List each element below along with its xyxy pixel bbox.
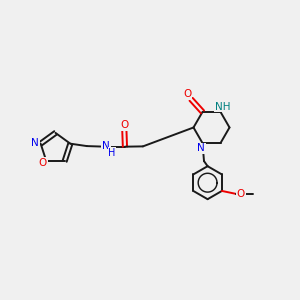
Text: O: O — [120, 120, 128, 130]
Text: O: O — [183, 89, 192, 99]
Text: N: N — [32, 138, 39, 148]
Text: NH: NH — [215, 101, 231, 112]
Text: N: N — [102, 141, 110, 151]
Text: O: O — [237, 189, 245, 199]
Text: O: O — [39, 158, 47, 168]
Text: N: N — [197, 143, 205, 154]
Text: H: H — [108, 148, 116, 158]
